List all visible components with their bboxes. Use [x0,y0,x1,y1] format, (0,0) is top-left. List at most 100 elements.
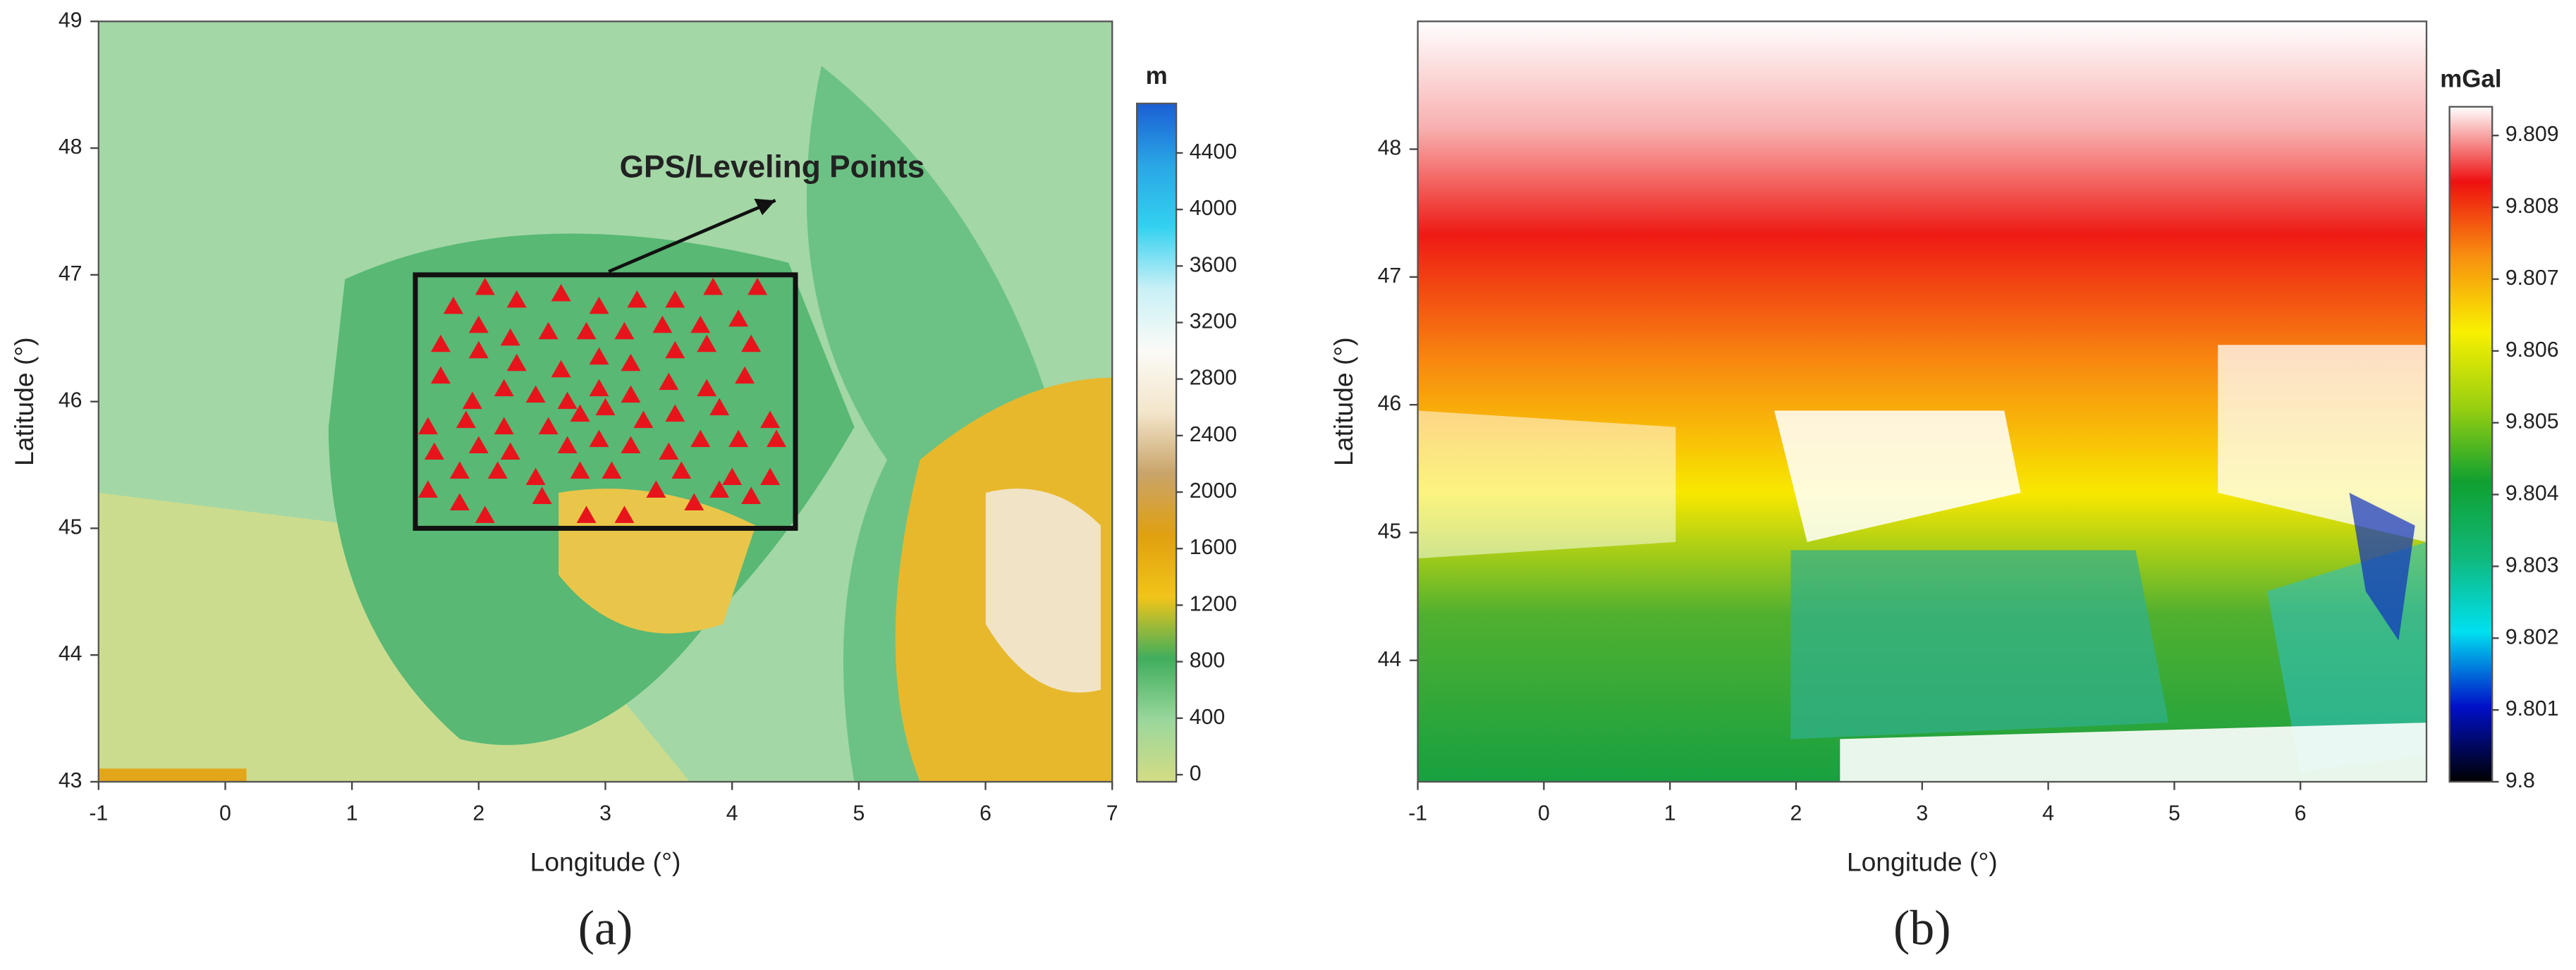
x-tick-label: 0 [219,802,231,825]
leveling-point [595,398,616,416]
leveling-point [665,290,685,308]
leveling-point [741,334,762,352]
y-tick-label: 44 [1378,648,1402,671]
leveling-point [538,417,558,435]
colorbar-tick-label: 4000 [1190,197,1237,220]
x-tick-label: 1 [346,802,358,825]
leveling-point [576,321,597,340]
colorbar-tick-label: 400 [1190,706,1226,729]
leveling-point [741,486,762,504]
leveling-point [703,277,724,295]
colorbar-tick-label: 2400 [1190,423,1237,446]
y-tick-label: 45 [1378,520,1402,543]
leveling-point [417,417,438,435]
x-tick-label: 3 [1916,802,1928,825]
leveling-point [709,480,730,498]
leveling-point [468,436,489,454]
leveling-point [449,493,470,510]
annotation: GPS/Leveling Points [620,150,925,185]
leveling-point [506,353,527,372]
y-tick-label: 47 [59,262,83,286]
leveling-point [557,391,578,410]
colorbar [2448,106,2493,783]
colorbar-tick-label: 9.809 [2505,123,2559,146]
leveling-point [697,334,717,352]
leveling-point [760,467,781,485]
leveling-point [697,379,717,397]
leveling-point [500,328,520,346]
leveling-point [589,429,609,448]
x-tick-label: 4 [726,802,738,825]
colorbar-tick-label: 9.801 [2505,697,2559,720]
y-tick-label: 48 [59,135,83,159]
leveling-point [684,493,704,510]
colorbar-tick-label: 9.8 [2505,769,2535,792]
leveling-point [475,505,495,523]
leveling-point [767,429,787,448]
leveling-point [417,480,438,498]
leveling-point [500,442,520,460]
y-tick-label: 43 [59,769,83,792]
arrow-head [754,198,776,216]
y-tick-label: 49 [59,8,83,32]
x-axis-label: Longitude (°) [1847,847,1998,876]
region-box [413,272,798,531]
leveling-point [621,353,641,372]
leveling-point [659,442,679,460]
leveling-point [557,436,578,454]
x-tick-label: 1 [1664,802,1676,825]
x-tick-label: 7 [1106,802,1118,825]
leveling-point [551,360,571,378]
y-tick-label: 45 [59,515,83,539]
x-tick-label: 2 [1790,802,1802,825]
colorbar-tick-label: 3600 [1190,253,1237,276]
leveling-point [424,442,444,460]
colorbar-tick-label: 0 [1190,762,1202,785]
y-tick-label: 44 [59,642,83,665]
x-tick-label: 4 [2042,802,2054,825]
colorbar-tick-label: 4400 [1190,140,1237,164]
leveling-point [525,385,546,403]
colorbar-tick-label: 9.805 [2505,410,2559,434]
leveling-point [614,505,635,523]
leveling-point [570,404,590,422]
colorbar-tick-label: 800 [1190,649,1226,673]
x-tick-label: 3 [599,802,611,825]
leveling-point [449,461,470,479]
colorbar-tick-label: 2800 [1190,367,1237,390]
panel-caption: (a) [578,901,633,955]
leveling-point [735,366,755,384]
leveling-point [602,461,622,479]
leveling-point [589,347,609,365]
leveling-point [475,277,495,295]
leveling-point [671,461,692,479]
colorbar-tick-label: 9.804 [2505,482,2559,505]
x-tick-label: 6 [979,802,991,825]
annotation-arrow [608,199,776,274]
leveling-point [570,461,590,479]
colorbar-tick-label: 9.807 [2505,266,2559,290]
colorbar-tick-label: 1200 [1190,592,1237,615]
leveling-point [646,480,666,498]
colorbar [1136,102,1178,783]
leveling-point [690,429,711,448]
gravity-raster [1417,21,2427,782]
colorbar-tick-label: 1600 [1190,536,1237,559]
leveling-point [728,309,749,327]
x-axis-label: Longitude (°) [530,847,681,876]
y-tick-label: 46 [1378,392,1402,415]
colorbar-tick-label: 9.802 [2505,625,2559,649]
leveling-point [468,340,489,359]
x-tick-label: 0 [1538,802,1550,825]
x-tick-label: 5 [853,802,865,825]
leveling-point [443,296,463,314]
y-axis-label: Latitude (°) [9,337,39,466]
colorbar-tick-label: 3200 [1190,310,1237,333]
y-axis-label: Latitude (°) [1329,337,1358,466]
y-tick-label: 47 [1378,264,1402,288]
leveling-point [589,379,609,397]
leveling-point [494,379,514,397]
leveling-point [538,321,558,340]
leveling-point [614,321,635,340]
